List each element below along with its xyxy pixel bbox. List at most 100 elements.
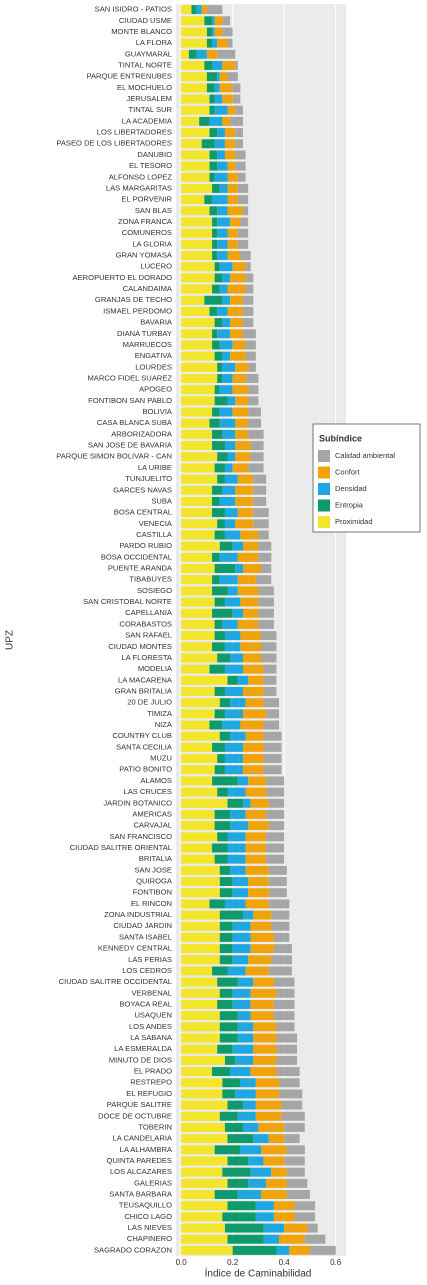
bar-segment xyxy=(294,1212,316,1222)
bar-segment xyxy=(248,821,269,831)
y-tick-label: SOSIEGO xyxy=(137,586,172,595)
bar-segment xyxy=(222,94,233,104)
bar-segment xyxy=(217,49,236,59)
y-tick-label: LOS ANDES xyxy=(129,1022,172,1031)
bar-segment xyxy=(181,910,220,920)
bar-segment xyxy=(181,888,220,898)
bar-segment xyxy=(181,463,215,473)
bar-segment xyxy=(227,72,238,82)
bar-segment xyxy=(219,183,228,193)
bar-segment xyxy=(253,910,272,920)
bar-segment xyxy=(181,228,213,238)
bar-segment xyxy=(227,1201,256,1211)
bar-segment xyxy=(219,552,238,562)
bar-segment xyxy=(281,1100,303,1110)
bar-segment xyxy=(273,932,290,942)
bar-segment xyxy=(181,988,220,998)
bar-segment xyxy=(235,105,243,115)
bar-segment xyxy=(271,921,290,931)
bar-segment xyxy=(248,888,269,898)
bar-segment xyxy=(222,619,238,629)
bar-segment xyxy=(248,407,261,417)
bar-segment xyxy=(227,1234,264,1244)
bar-segment xyxy=(212,608,233,618)
y-tick-label: TINTAL NORTE xyxy=(118,60,172,69)
bar-segment xyxy=(224,642,241,652)
bar-segment xyxy=(212,27,215,37)
bar-segment xyxy=(232,541,243,551)
bar-segment xyxy=(253,1022,277,1032)
legend-swatch xyxy=(318,483,330,495)
bar-segment xyxy=(181,1145,215,1155)
bar-segment xyxy=(217,787,228,797)
bar-segment xyxy=(212,217,218,227)
bar-segment xyxy=(214,105,228,115)
y-tick-label: BOYACA REAL xyxy=(119,999,172,1008)
y-tick-label: MARCO FIDEL SUAREZ xyxy=(87,373,172,382)
bar-segment xyxy=(181,340,213,350)
bar-segment xyxy=(263,731,282,741)
bar-segment xyxy=(235,564,243,573)
bar-segment xyxy=(214,139,225,149)
bar-segment xyxy=(276,1022,295,1032)
bar-segment xyxy=(181,765,215,775)
bar-segment xyxy=(212,575,220,585)
bar-segment xyxy=(266,854,285,864)
bar-segment xyxy=(217,228,228,238)
bar-segment xyxy=(250,1167,272,1177)
bar-segment xyxy=(261,631,277,641)
bar-segment xyxy=(181,485,213,495)
bar-segment xyxy=(245,351,256,361)
y-tick-label: BOSA CENTRAL xyxy=(114,508,172,517)
bar-segment xyxy=(248,675,264,685)
bar-segment xyxy=(209,116,223,126)
bar-segment xyxy=(181,821,215,831)
y-tick-label: CORABASTOS xyxy=(119,619,172,628)
bar-segment xyxy=(209,150,218,160)
bar-segment xyxy=(245,809,267,819)
y-tick-label: SAN CRISTOBAL NORTE xyxy=(83,597,172,606)
bar-segment xyxy=(181,944,220,954)
bar-segment xyxy=(227,1134,254,1144)
bar-segment xyxy=(286,1145,305,1155)
bar-segment xyxy=(181,27,207,37)
bar-segment xyxy=(268,798,285,808)
bar-segment xyxy=(204,195,213,205)
bar-segment xyxy=(217,832,228,842)
y-tick-label: MARRUECOS xyxy=(123,340,172,349)
bar-segment xyxy=(245,698,264,708)
bar-segment xyxy=(191,5,197,15)
bar-segment xyxy=(181,105,210,115)
y-tick-label: SAN ISIDRO - PATIOS xyxy=(95,5,172,14)
bar-segment xyxy=(284,1223,308,1233)
bar-segment xyxy=(242,206,249,216)
bar-segment xyxy=(227,1100,243,1110)
y-tick-label: CHICO LAGO xyxy=(124,1212,172,1221)
bar-segment xyxy=(266,843,285,853)
bar-segment xyxy=(222,295,231,305)
bar-segment xyxy=(235,128,243,138)
y-tick-label: BRITALIA xyxy=(139,854,173,863)
y-tick-label: PATIO BONITO xyxy=(119,765,172,774)
bar-segment xyxy=(253,508,269,518)
bar-segment xyxy=(181,877,220,886)
bar-segment xyxy=(212,228,218,238)
bar-segment xyxy=(181,1223,225,1233)
bar-segment xyxy=(181,49,189,59)
bar-segment xyxy=(235,161,246,171)
bar-segment xyxy=(250,1000,274,1009)
bar-segment xyxy=(248,385,259,395)
bar-segment xyxy=(276,1033,298,1043)
y-tick-label: SANTA ISABEL xyxy=(119,932,172,941)
y-tick-label: DOCE DE OCTUBRE xyxy=(98,1111,172,1120)
bar-segment xyxy=(237,1111,256,1121)
bar-segment xyxy=(181,809,215,819)
y-tick-label: ZONA FRANCA xyxy=(118,217,173,226)
bar-segment xyxy=(235,485,254,495)
bar-segment xyxy=(181,61,205,70)
bar-segment xyxy=(242,1122,259,1132)
y-tick-label: CARVAJAL xyxy=(133,821,172,830)
bar-segment xyxy=(266,709,280,719)
bar-segment xyxy=(181,1190,215,1199)
